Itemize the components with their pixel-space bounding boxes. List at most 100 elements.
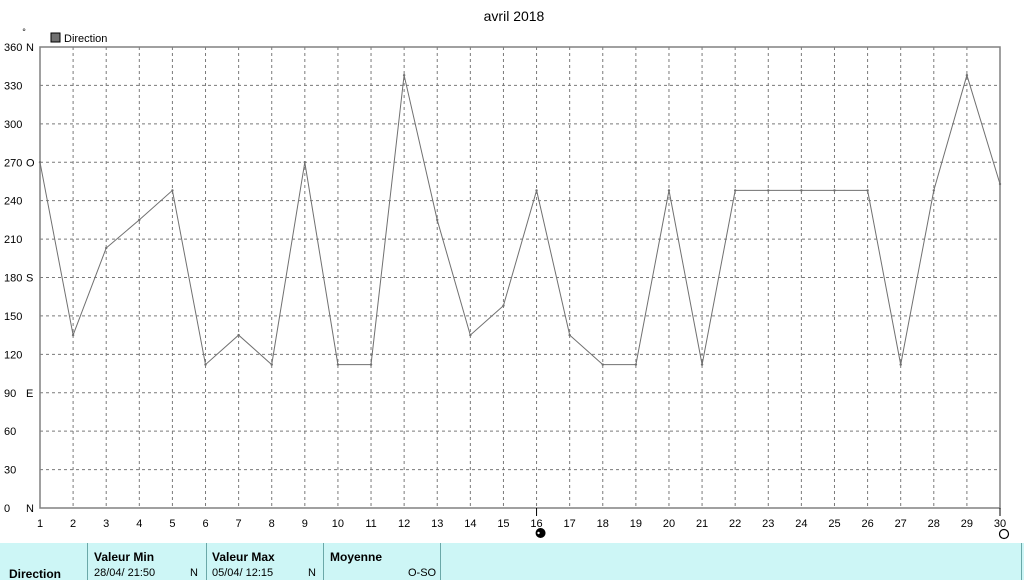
data-point bbox=[71, 333, 75, 337]
max-header: Valeur Max bbox=[212, 550, 275, 564]
average-value: O-SO bbox=[408, 567, 437, 579]
min-value: N bbox=[190, 567, 198, 579]
full-moon-icon bbox=[537, 531, 540, 535]
y-tick-label: 180 bbox=[4, 273, 22, 285]
data-point bbox=[866, 189, 869, 192]
y-compass-label: E bbox=[26, 388, 33, 400]
data-point bbox=[204, 363, 207, 366]
average-cell: Moyenne O-SO bbox=[324, 543, 440, 580]
x-tick-label: 9 bbox=[302, 518, 308, 530]
data-point bbox=[502, 304, 505, 307]
data-point bbox=[38, 161, 42, 164]
legend-label: Direction bbox=[64, 33, 107, 45]
x-tick-label: 26 bbox=[861, 518, 873, 530]
data-point bbox=[568, 333, 571, 337]
min-value-cell: Valeur Min 28/04/ 21:50 N bbox=[88, 543, 206, 580]
y-compass-label: N bbox=[26, 503, 34, 515]
footer-divider bbox=[1021, 543, 1022, 580]
y-tick-label: 30 bbox=[4, 465, 16, 477]
x-tick-label: 17 bbox=[564, 518, 576, 530]
data-point bbox=[800, 189, 803, 192]
x-tick-label: 30 bbox=[994, 518, 1006, 530]
x-tick-label: 4 bbox=[136, 518, 142, 530]
y-axis-unit: ° bbox=[22, 27, 26, 37]
data-point bbox=[634, 363, 638, 366]
data-point bbox=[402, 73, 406, 77]
x-tick-label: 19 bbox=[630, 518, 642, 530]
data-point bbox=[899, 363, 902, 366]
y-tick-label: 0 bbox=[4, 503, 10, 515]
y-tick-label: 210 bbox=[4, 234, 22, 246]
y-axis: 0 N 30 60 90 E 120 150 180 S 210 240 270 O 300 330 360 N bbox=[4, 42, 35, 515]
y-compass-label: N bbox=[26, 42, 34, 54]
max-value: N bbox=[308, 567, 316, 579]
x-tick-label: 27 bbox=[895, 518, 907, 530]
x-tick-label: 29 bbox=[961, 518, 973, 530]
x-tick-label: 11 bbox=[365, 518, 376, 530]
chart-title: avril 2018 bbox=[484, 8, 545, 24]
data-point bbox=[998, 182, 1002, 186]
x-tick-label: 15 bbox=[497, 518, 509, 530]
y-tick-label: 300 bbox=[4, 119, 22, 131]
data-point bbox=[535, 189, 538, 192]
data-point bbox=[105, 246, 108, 250]
data-point bbox=[932, 189, 935, 192]
x-tick-label: 5 bbox=[169, 518, 175, 530]
x-tick-label: 20 bbox=[663, 518, 675, 530]
data-point bbox=[833, 189, 836, 192]
footer-divider bbox=[87, 543, 88, 580]
footer-row-label: Direction bbox=[9, 567, 62, 581]
x-tick-label: 14 bbox=[464, 518, 476, 530]
x-tick-label: 6 bbox=[202, 518, 208, 530]
x-tick-label: 7 bbox=[236, 518, 242, 530]
data-point bbox=[336, 363, 340, 366]
x-tick-label: 24 bbox=[795, 518, 807, 530]
x-tick-label: 8 bbox=[269, 518, 275, 530]
x-tick-label: 28 bbox=[928, 518, 940, 530]
x-tick-label: 10 bbox=[332, 518, 344, 530]
max-value-cell: Valeur Max 05/04/ 12:15 N bbox=[207, 543, 323, 580]
x-tick-label: 22 bbox=[729, 518, 741, 530]
x-tick-label: 3 bbox=[103, 518, 109, 530]
moon-markers bbox=[535, 508, 1010, 540]
data-point bbox=[469, 333, 472, 337]
min-date: 28/04/ 21:50 bbox=[94, 567, 156, 579]
x-tick-label: 21 bbox=[696, 518, 708, 530]
average-header: Moyenne bbox=[330, 550, 383, 564]
y-tick-label: 120 bbox=[4, 349, 22, 361]
full-moon-icon bbox=[535, 528, 546, 538]
x-tick-label: 16 bbox=[530, 518, 542, 530]
y-tick-label: 60 bbox=[4, 426, 16, 438]
x-tick-label: 23 bbox=[762, 518, 774, 530]
x-tick-label: 25 bbox=[828, 518, 840, 530]
x-tick-label: 1 bbox=[37, 518, 43, 530]
data-point bbox=[369, 363, 373, 366]
y-tick-label: 270 bbox=[4, 157, 22, 169]
legend-swatch bbox=[50, 32, 61, 43]
data-point bbox=[733, 189, 737, 192]
x-tick-label: 2 bbox=[70, 518, 76, 530]
max-date: 05/04/ 12:15 bbox=[212, 567, 274, 579]
x-tick-label: 12 bbox=[398, 518, 410, 530]
y-tick-label: 240 bbox=[4, 196, 22, 208]
y-tick-label: 360 bbox=[4, 42, 22, 54]
data-point bbox=[237, 333, 240, 337]
y-tick-label: 90 bbox=[4, 388, 16, 400]
data-point bbox=[436, 218, 439, 222]
data-point bbox=[965, 73, 969, 77]
data-point bbox=[667, 189, 671, 192]
min-header: Valeur Min bbox=[94, 550, 155, 564]
y-compass-label: S bbox=[26, 273, 33, 285]
x-tick-label: 13 bbox=[431, 518, 443, 530]
data-point bbox=[700, 363, 704, 366]
x-axis: 1 2 3 4 5 6 7 8 9 10 11 12 13 14 15 16 17 18 19 20 21 22 23 24 2… bbox=[37, 518, 1006, 530]
direction-series-points bbox=[38, 73, 1002, 366]
grid bbox=[40, 47, 1000, 508]
data-point bbox=[138, 218, 141, 222]
plot-frame bbox=[39, 46, 1001, 509]
footer-divider bbox=[440, 543, 441, 580]
data-point bbox=[767, 189, 770, 192]
footer-divider bbox=[206, 543, 207, 580]
footer-divider bbox=[323, 543, 324, 580]
